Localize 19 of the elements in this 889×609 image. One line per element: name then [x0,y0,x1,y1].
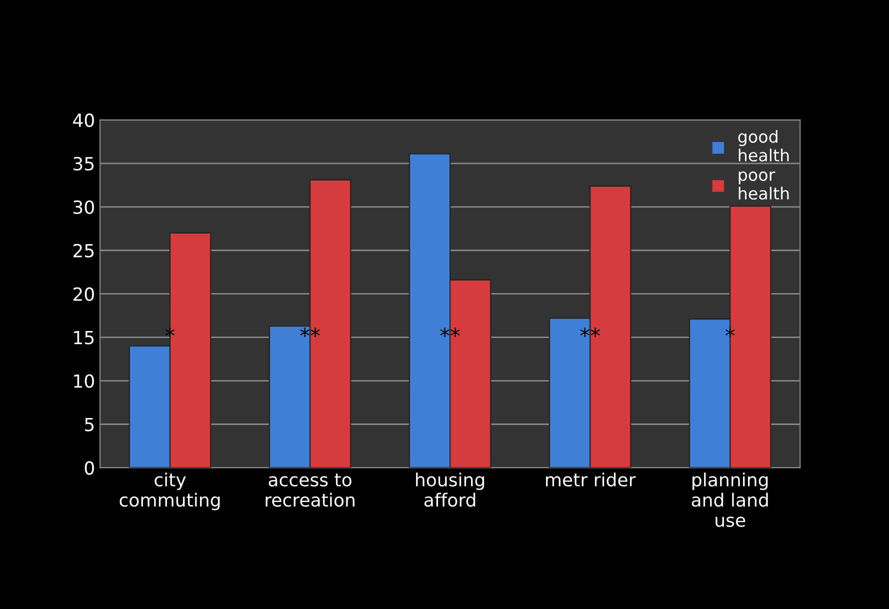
y-tick-label: 25 [74,244,94,258]
x-tick-label: housing afford [416,472,484,507]
legend-label: poor health [738,171,789,200]
annotation: ** [440,328,460,338]
y-tick-label: 20 [74,287,94,301]
x-tick-label: access to recreation [266,474,354,507]
x-tick-label: city commuting [120,472,220,510]
x-tick-label: planning and land use [692,472,768,527]
annotation: * [726,328,735,338]
y-tick-label: 35 [74,156,94,171]
annotation: ** [580,328,600,338]
y-tick-label: 40 [73,113,94,128]
y-tick-label: 15 [74,331,94,344]
y-tick-label: 5 [85,418,94,432]
annotation: ** [300,328,320,338]
y-tick-label: 10 [74,374,94,388]
y-tick-label: 0 [84,461,94,475]
x-tick-label: metr rider [546,472,636,487]
y-tick-label: 30 [74,200,94,214]
